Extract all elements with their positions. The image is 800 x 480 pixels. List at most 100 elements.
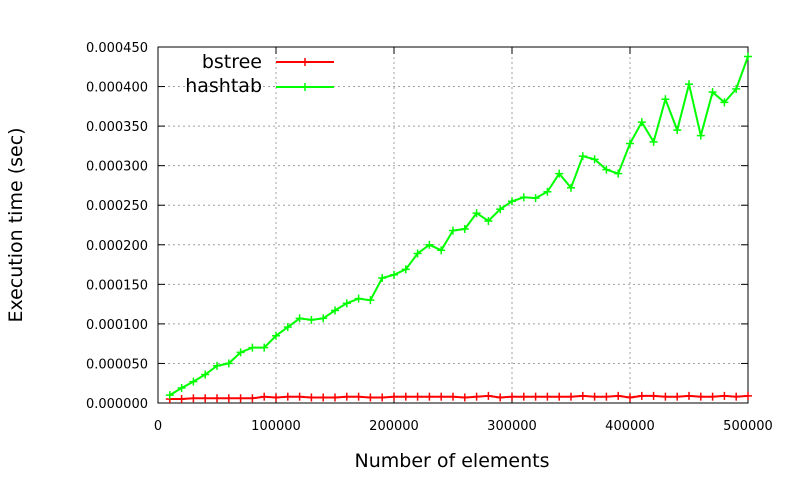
data-point-hashtab [732, 84, 741, 93]
x-tick-label: 300000 [487, 419, 537, 434]
data-point-hashtab [685, 80, 693, 89]
grid-lines [158, 47, 748, 403]
data-point-bstree [283, 392, 292, 401]
data-point-bstree [437, 392, 446, 401]
data-point-bstree [224, 394, 233, 403]
data-point-hashtab [213, 361, 221, 370]
data-point-bstree [661, 392, 670, 401]
data-point-bstree [720, 391, 729, 400]
data-point-hashtab [378, 274, 387, 283]
data-point-bstree [248, 394, 257, 403]
data-point-hashtab [590, 155, 599, 164]
y-tick-label: 0.000350 [86, 120, 148, 135]
data-point-bstree [342, 392, 351, 401]
x-tick-label: 500000 [723, 419, 773, 434]
legend-swatch-hashtab [276, 83, 334, 91]
data-point-hashtab [578, 152, 587, 161]
data-point-hashtab [673, 126, 682, 135]
x-axis-title: Number of elements [355, 450, 550, 472]
legend-swatch-bstree [276, 58, 334, 66]
data-point-bstree [708, 392, 717, 401]
data-point-bstree [401, 392, 410, 401]
data-point-bstree [213, 394, 221, 403]
data-point-bstree [519, 392, 528, 401]
data-point-hashtab [661, 95, 670, 104]
data-point-hashtab [390, 270, 398, 279]
data-point-hashtab [413, 249, 422, 258]
data-point-hashtab [508, 197, 516, 206]
data-point-hashtab [248, 343, 257, 352]
data-point-bstree [484, 391, 493, 400]
data-point-hashtab [331, 306, 339, 315]
data-point-hashtab [437, 246, 446, 255]
data-point-hashtab [602, 165, 611, 174]
data-point-hashtab [425, 240, 434, 249]
y-tick-label: 0.000250 [86, 199, 148, 214]
data-point-bstree [590, 392, 599, 401]
data-point-bstree [189, 394, 198, 403]
data-point-bstree [472, 392, 481, 401]
data-point-bstree [425, 392, 434, 401]
data-point-bstree [260, 392, 269, 401]
data-point-hashtab [744, 52, 752, 61]
y-tick-label: 0.000300 [86, 160, 148, 175]
data-point-bstree [649, 391, 658, 400]
data-point-hashtab [472, 209, 481, 218]
data-point-bstree [319, 393, 328, 402]
y-tick-label: 0.000000 [86, 397, 148, 412]
data-point-bstree [390, 392, 398, 401]
data-point-hashtab [342, 299, 351, 308]
data-point-bstree [378, 393, 387, 402]
data-point-bstree [567, 392, 575, 401]
data-point-hashtab [366, 296, 375, 305]
data-point-hashtab [649, 137, 658, 146]
data-point-hashtab [720, 98, 729, 107]
data-point-bstree [732, 392, 741, 401]
y-tick-label: 0.000400 [86, 81, 148, 96]
series-line-hashtab [169, 56, 749, 396]
data-point-hashtab [696, 131, 705, 140]
data-point-hashtab [555, 169, 564, 178]
y-tick-label: 0.000100 [86, 318, 148, 333]
data-point-hashtab [236, 348, 245, 357]
data-point-bstree [331, 393, 339, 402]
data-point-hashtab [319, 314, 328, 323]
data-point-bstree [177, 395, 186, 404]
data-point-bstree [578, 391, 587, 400]
y-axis-title: Execution time (sec) [5, 127, 27, 322]
data-point-hashtab [165, 391, 174, 400]
series-group [165, 52, 752, 404]
data-point-bstree [449, 392, 457, 401]
axis-ticks: 0.000000 0.000050 0.000100 0.000150 0.000200… [86, 41, 773, 434]
data-point-hashtab [354, 294, 363, 303]
data-point-hashtab [307, 315, 316, 324]
data-point-hashtab [484, 217, 493, 226]
data-point-bstree [496, 393, 505, 402]
y-tick-label: 0.000450 [86, 41, 148, 56]
data-point-hashtab [496, 205, 505, 214]
data-point-hashtab [637, 118, 646, 127]
x-tick-label: 200000 [369, 419, 419, 434]
legend: bstree hashtab [185, 51, 334, 97]
x-tick-label: 100000 [251, 419, 301, 434]
data-point-hashtab [272, 331, 280, 340]
data-point-hashtab [224, 359, 233, 368]
data-point-hashtab [189, 377, 198, 386]
data-point-hashtab [460, 224, 469, 233]
data-point-bstree [366, 393, 375, 402]
data-point-hashtab [626, 139, 634, 148]
data-point-bstree [543, 392, 552, 401]
data-point-bstree [555, 392, 564, 401]
data-point-bstree [354, 392, 363, 401]
data-point-hashtab [401, 265, 410, 274]
data-point-bstree [673, 392, 682, 401]
data-point-hashtab [295, 314, 304, 323]
data-point-bstree [413, 392, 422, 401]
data-point-hashtab [567, 183, 575, 192]
data-point-hashtab [283, 323, 292, 332]
data-point-hashtab [177, 383, 186, 392]
data-point-bstree [685, 391, 693, 400]
data-point-bstree [637, 391, 646, 400]
data-point-bstree [295, 392, 304, 401]
